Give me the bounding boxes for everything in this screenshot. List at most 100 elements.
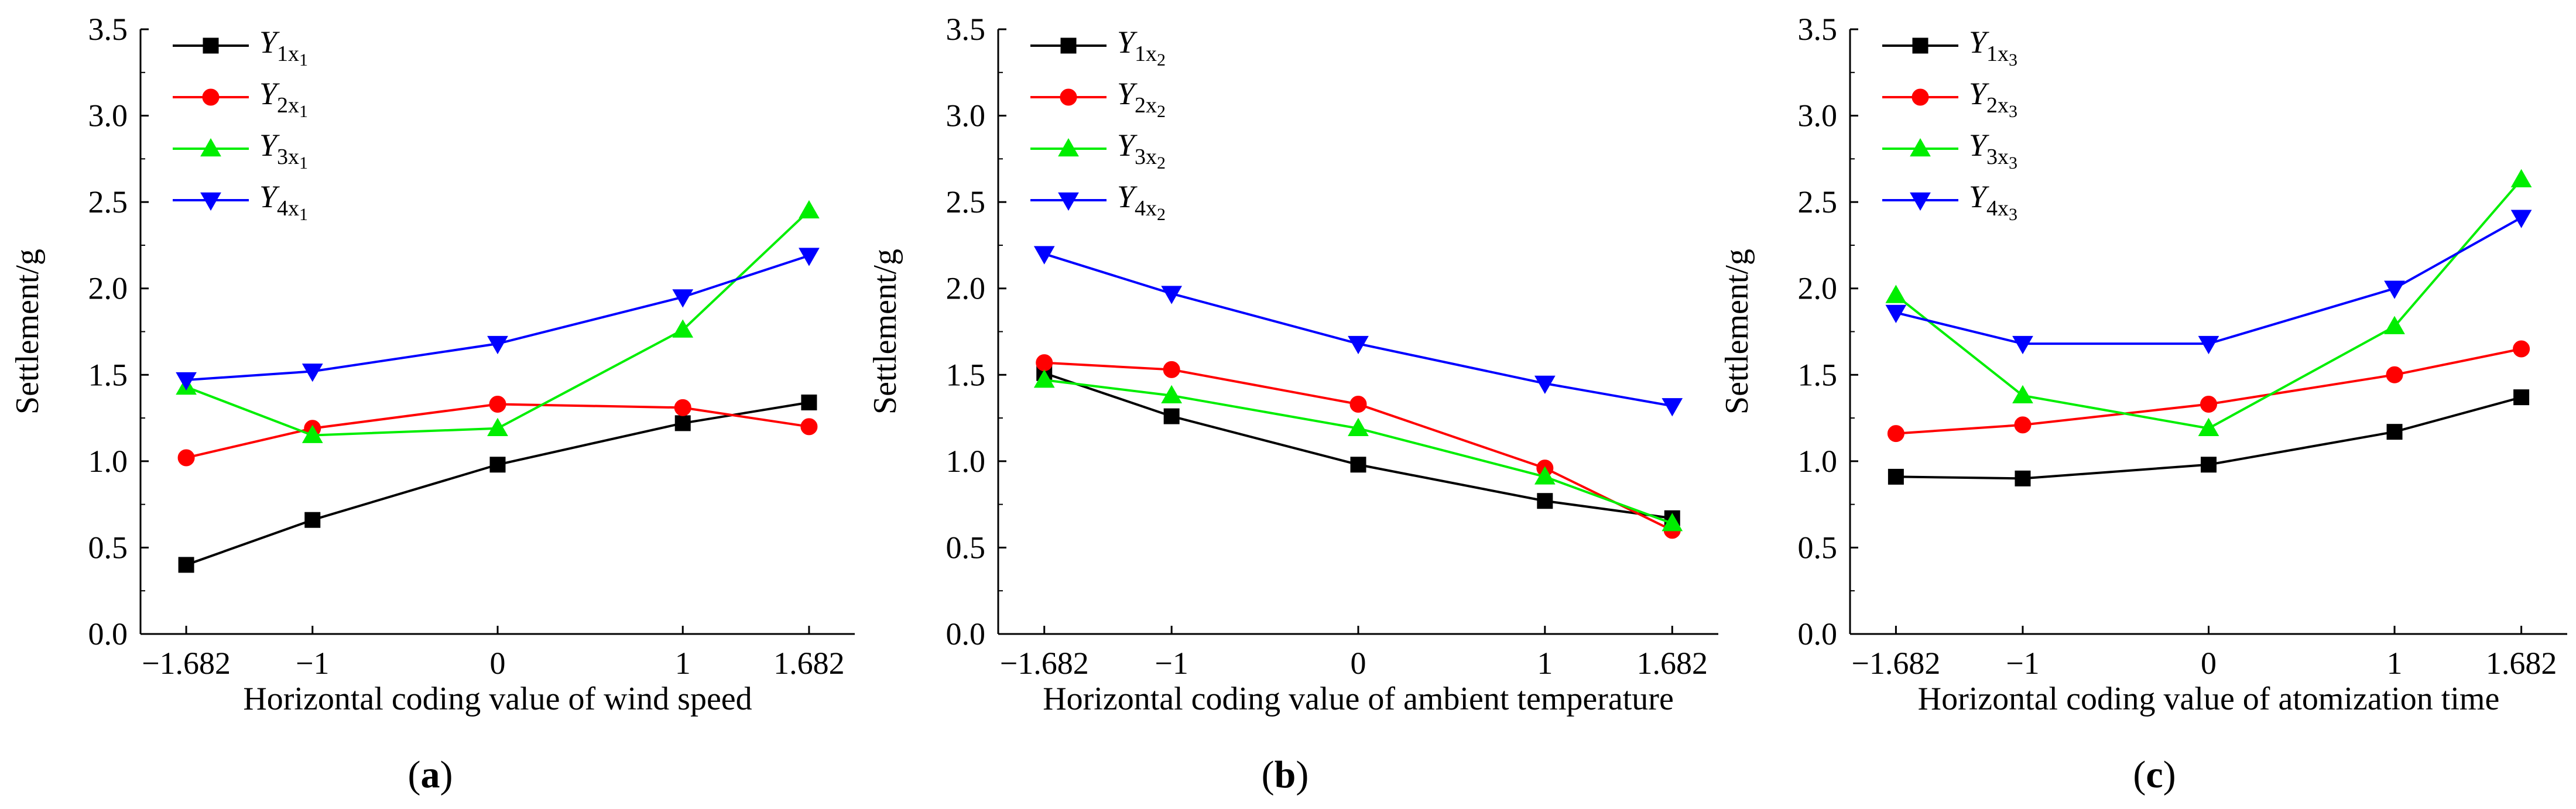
data-point [2510, 210, 2532, 228]
legend-marker [1058, 192, 1079, 211]
series-line [1044, 252, 1673, 407]
legend-item: Y2x2 [1030, 76, 1166, 121]
y-tick-label: 0.5 [946, 530, 986, 565]
data-point [2012, 385, 2033, 403]
data-point [1348, 417, 1369, 437]
series-Y1 [1888, 389, 2530, 486]
series-Y2 [1036, 354, 1681, 539]
data-point [1163, 361, 1180, 378]
series-Y2 [177, 395, 818, 467]
legend-item: Y4x3 [1882, 179, 2017, 224]
data-point [799, 200, 820, 219]
legend-label: Y2x1 [259, 76, 308, 121]
x-axis-label: Horizontal coding value of wind speed [243, 681, 752, 717]
y-tick-label: 3.5 [946, 12, 986, 47]
y-tick-label: 3.5 [1798, 12, 1838, 47]
data-point [302, 364, 323, 382]
data-point [2384, 280, 2405, 299]
data-point [674, 399, 691, 416]
series-line [1044, 372, 1673, 520]
legend-item: Y4x1 [173, 179, 308, 224]
data-point [800, 418, 818, 436]
data-point [2201, 457, 2217, 473]
y-tick-label: 2.5 [946, 184, 986, 220]
legend-label: Y3x3 [1969, 128, 2017, 173]
x-axis-label: Horizontal coding value of ambient tempe… [1043, 681, 1674, 717]
legend-item: Y3x2 [1030, 128, 1166, 173]
chart-panel-0: 0.0 0.5 1.0 1.5 2.0 2.5 3.0 3.5 −1.682 −1 0 1 1.682 S… [9, 12, 855, 796]
legend-marker [202, 88, 220, 106]
data-point [1534, 375, 1556, 395]
data-point [2510, 169, 2532, 188]
data-point [1161, 286, 1183, 304]
panel-caption: (c) [2133, 753, 2176, 796]
data-point [2386, 366, 2403, 383]
data-point [2012, 335, 2033, 355]
series-Y4 [176, 248, 820, 391]
legend-label: Y3x1 [259, 128, 308, 173]
legend-item: Y3x3 [1882, 128, 2017, 173]
x-tick-label: 1 [675, 646, 691, 681]
legend-label: Y2x3 [1969, 76, 2017, 121]
data-point [1887, 425, 1904, 443]
data-point [674, 415, 691, 431]
data-point [302, 424, 323, 443]
x-tick-label: −1 [296, 646, 329, 681]
legend-label: Y4x2 [1117, 179, 1166, 224]
series-Y4 [1885, 210, 2532, 355]
data-point [2200, 395, 2217, 413]
legend-item: Y4x2 [1030, 179, 1166, 224]
legend-marker [203, 37, 219, 54]
y-tick-label: 3.0 [1798, 98, 1838, 133]
data-point [487, 335, 508, 355]
y-tick-label: 1.5 [946, 357, 986, 392]
legend-item: Y1x2 [1030, 25, 1166, 70]
y-tick-label: 2.0 [88, 271, 128, 306]
y-tick-label: 1.5 [1798, 357, 1838, 392]
data-point [1349, 395, 1367, 413]
legend-label: Y1x2 [1117, 25, 1166, 70]
x-tick-label: −1 [1155, 646, 1188, 681]
y-tick-label: 0.5 [1798, 530, 1838, 565]
y-tick-label: 2.0 [946, 271, 986, 306]
data-point [2198, 417, 2219, 437]
y-tick-label: 0.5 [88, 530, 128, 565]
data-point [178, 557, 194, 573]
legend-marker [1060, 37, 1077, 54]
y-axis-label: Settlement/g [1719, 249, 1755, 414]
legend-item: Y1x1 [173, 25, 308, 70]
legend-marker [200, 192, 221, 211]
series-Y4 [1033, 246, 1683, 417]
series-Y3 [1885, 169, 2532, 437]
data-point [1537, 493, 1553, 509]
data-point [489, 457, 506, 473]
data-point [2513, 389, 2530, 406]
x-tick-label: 0 [490, 646, 506, 681]
y-tick-label: 3.0 [88, 98, 128, 133]
panel-caption: (a) [408, 753, 453, 796]
legend-marker [1910, 192, 1931, 211]
data-point [1885, 284, 1907, 303]
chart-panel-1: 0.0 0.5 1.0 1.5 2.0 2.5 3.0 3.5 −1.682 −1 0 1 1.682 S… [867, 12, 1718, 796]
data-point [1161, 385, 1183, 403]
x-tick-label: 0 [1351, 646, 1366, 681]
data-point [1163, 408, 1180, 424]
x-tick-label: 1 [2387, 646, 2403, 681]
y-tick-label: 1.0 [946, 444, 986, 479]
y-axis-label: Settlement/g [867, 249, 903, 414]
x-axis-label: Horizontal coding value of atomization t… [1918, 681, 2500, 717]
legend-label: Y3x2 [1117, 128, 1166, 173]
data-point [672, 289, 694, 308]
y-tick-label: 3.5 [88, 12, 128, 47]
legend-label: Y2x2 [1117, 76, 1166, 121]
data-point [1033, 246, 1055, 265]
chart-panel-2: 0.0 0.5 1.0 1.5 2.0 2.5 3.0 3.5 −1.682 −1 0 1 1.682 S… [1719, 12, 2567, 796]
data-point [2386, 424, 2403, 440]
x-tick-label: 1.682 [773, 646, 845, 681]
legend-item: Y3x1 [173, 128, 308, 173]
data-point [2014, 416, 2032, 434]
data-point [176, 372, 197, 391]
data-point [304, 512, 321, 528]
legend-item: Y2x3 [1882, 76, 2017, 121]
